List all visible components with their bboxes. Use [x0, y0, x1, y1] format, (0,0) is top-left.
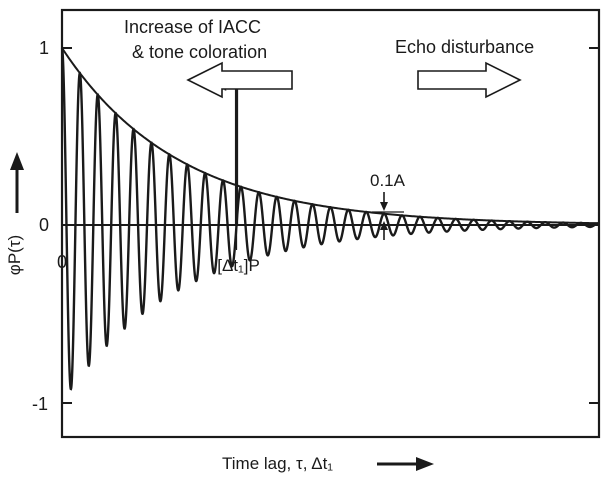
amplitude-annotation: 0.1A	[370, 171, 406, 190]
amplitude-down-arrow-icon	[380, 192, 388, 211]
curves-group	[60, 47, 600, 391]
right-annotation: Echo disturbance	[395, 37, 534, 57]
left-annotation-line1: Increase of IACC	[124, 17, 261, 37]
left-arrow-icon	[186, 61, 293, 99]
y-tick-label-1: 1	[39, 38, 49, 58]
x-axis-label: Time lag, τ, Δt₁	[222, 454, 333, 473]
x-origin-label: 0	[57, 252, 67, 272]
x-axis-arrow-icon	[377, 457, 434, 471]
y-axis-title: φP(τ)	[5, 235, 24, 275]
left-annotation-line2: & tone coloration	[132, 42, 267, 62]
amplitude-up-arrow-icon	[380, 221, 388, 240]
delay-marker-label: [Δt₁]P	[217, 256, 260, 275]
envelope-line	[61, 47, 600, 225]
right-arrow-icon	[417, 61, 522, 99]
y-axis-label: φP(τ)	[5, 235, 24, 275]
damped-oscillation-line	[60, 47, 599, 391]
y-tick-label-0: 0	[39, 215, 49, 235]
y-axis-arrow-icon	[10, 152, 24, 213]
y-tick-label-neg1: -1	[32, 394, 48, 414]
plot-frame	[60, 8, 601, 439]
